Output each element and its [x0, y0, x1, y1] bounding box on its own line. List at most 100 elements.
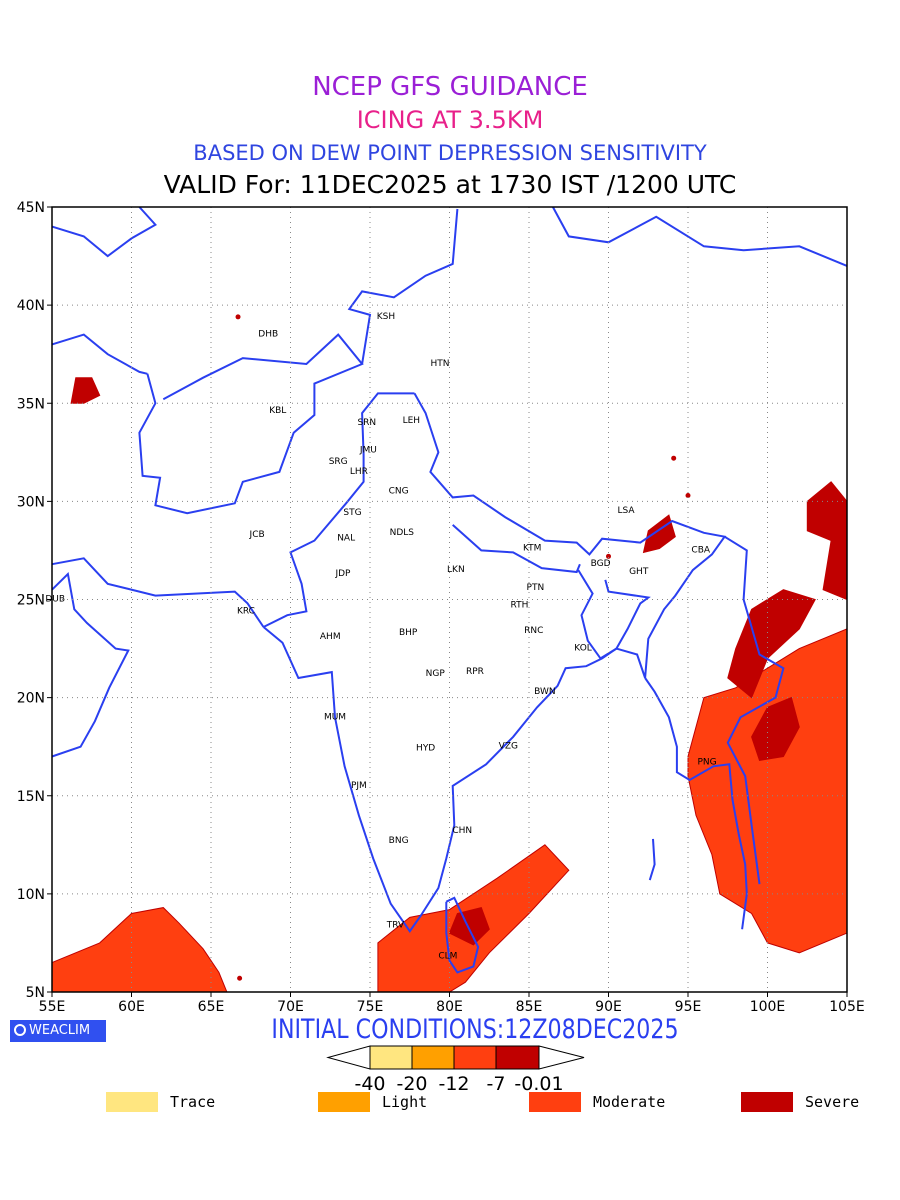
station-mum: MUM [324, 712, 346, 722]
station-kbl: KBL [269, 406, 286, 416]
legend-moderate-label: Moderate [593, 1093, 666, 1111]
pakistan-border-line [263, 392, 415, 628]
icing-speck-0 [235, 314, 241, 320]
colorbar-label: -0.01 [514, 1073, 563, 1095]
station-nal: NAL [337, 534, 355, 544]
china-north-line [552, 206, 848, 267]
initial-conditions: INITIAL CONDITIONS:12Z08DEC2025 [271, 1014, 679, 1045]
station-jdp: JDP [334, 569, 351, 579]
lon-tick-label: 95E [675, 999, 702, 1015]
graticule-layer [52, 207, 847, 992]
station-pjm: PJM [351, 781, 367, 791]
kazakh-line-line [51, 206, 157, 258]
station-lkn: LKN [447, 565, 465, 575]
lon-tick-label: 75E [357, 999, 384, 1015]
lat-tick-label: 10N [17, 887, 45, 903]
colorbar-moderate-box [453, 1045, 497, 1070]
lon-tick-label: 65E [198, 999, 225, 1015]
lat-tick-label: 45N [17, 200, 45, 216]
icing-speck-3 [606, 553, 611, 559]
legend-moderate-swatch [529, 1092, 581, 1112]
icing-area-east-2 [806, 481, 848, 601]
station-rth: RTH [511, 600, 529, 610]
icing-speck-4 [237, 975, 243, 981]
india-coast-line [262, 626, 647, 933]
lat-tick-label: 35N [17, 396, 45, 412]
valid-time-title: VALID For: 11DEC2025 at 1730 IST /1200 U… [163, 170, 737, 199]
colorbar-right-arrow [538, 1045, 585, 1070]
station-ksh: KSH [377, 312, 395, 322]
lon-tick-label: 55E [39, 999, 66, 1015]
station-png: PNG [698, 757, 717, 767]
iran-inner-line [51, 333, 148, 375]
arabia-coast-line [51, 571, 130, 758]
station-srn: SRN [357, 418, 376, 428]
station-ktm: KTM [523, 544, 541, 554]
station-lsa: LSA [617, 506, 635, 516]
station-ndls: NDLS [390, 528, 415, 538]
station-srg: SRG [329, 457, 348, 467]
lat-tick-label: 30N [17, 494, 45, 510]
lat-tick-label: 40N [17, 298, 45, 314]
station-dub: DUB [45, 595, 65, 605]
color-bar: -40 -20 -12 -7 -0.01 [326, 1045, 585, 1095]
station-ahm: AHM [320, 632, 341, 642]
legend-trace-swatch [106, 1092, 158, 1112]
station-bwn: BWN [534, 687, 556, 697]
lat-tick-label: 5N [26, 985, 45, 1001]
station-ngp: NGP [426, 669, 446, 679]
icing-speck-2 [685, 492, 691, 498]
station-jmu: JMU [359, 445, 377, 455]
sri-lanka-line [445, 896, 480, 974]
legend-trace-label: Trace [170, 1093, 216, 1111]
station-vzg: VZG [499, 742, 518, 752]
lon-tick-label: 85E [516, 999, 543, 1015]
colorbar-label: -12 [438, 1073, 469, 1095]
station-rnc: RNC [524, 626, 543, 636]
weaclim-badge: WEACLIM [10, 1020, 106, 1042]
icing-area-east-1 [727, 589, 816, 699]
andaman-line [648, 838, 656, 881]
lon-tick-label: 100E [750, 999, 786, 1015]
station-dhb: DHB [258, 330, 278, 340]
axis-ticks: 55E 60E 65E 70E 75E 80E 85E 90E 95E 100E 105E 5N 10N… [17, 200, 865, 1015]
station-bhp: BHP [399, 628, 418, 638]
station-clm: CLM [438, 952, 457, 962]
station-krc: KRC [237, 606, 255, 616]
station-hyd: HYD [416, 744, 435, 754]
colorbar-label: -20 [396, 1073, 427, 1095]
colorbar-light-box [411, 1045, 455, 1070]
icing-area-arabian-sea [51, 907, 228, 993]
icing-fill-layer [51, 314, 848, 993]
lat-tick-label: 25N [17, 593, 45, 609]
lon-tick-label: 80E [436, 999, 463, 1015]
legend-severe-label: Severe [805, 1093, 860, 1111]
weaclim-logo-icon [14, 1024, 26, 1036]
lat-tick-label: 15N [17, 789, 45, 805]
station-htn: HTN [430, 359, 449, 369]
legend-light-swatch [318, 1092, 370, 1112]
lon-tick-label: 90E [595, 999, 622, 1015]
station-cba: CBA [691, 545, 710, 555]
title-line-1: NCEP GFS GUIDANCE [312, 72, 588, 102]
station-stg: STG [343, 508, 361, 518]
station-bng: BNG [389, 836, 409, 846]
colorbar-severe-box [495, 1045, 540, 1070]
station-chn: CHN [452, 826, 472, 836]
china-border-line [347, 208, 459, 365]
myanmar-border-line [724, 535, 785, 885]
colorbar-label: -40 [354, 1073, 385, 1095]
title-line-2: ICING AT 3.5KM [356, 106, 544, 134]
icing-area-ghat [642, 514, 676, 554]
nepal-south-line [452, 524, 581, 574]
afghan-border-line [138, 333, 364, 515]
lat-tick-label: 20N [17, 691, 45, 707]
station-bgd: BGD [591, 559, 611, 569]
lon-tick-label: 60E [118, 999, 145, 1015]
colorbar-left-arrow [326, 1045, 371, 1070]
lon-tick-label: 105E [829, 999, 865, 1015]
station-lhr: LHR [350, 467, 368, 477]
icing-speck-1 [671, 455, 677, 461]
